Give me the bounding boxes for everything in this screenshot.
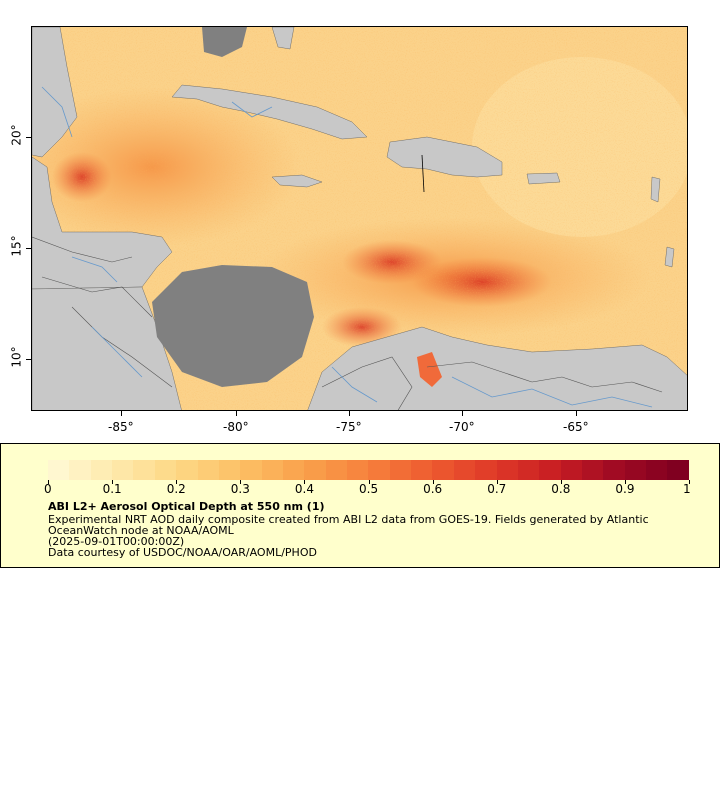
lat-label: 10°: [10, 346, 24, 367]
lat-label: 20°: [10, 124, 24, 145]
colorbar-swatch: [518, 460, 539, 480]
colorbar-tick-label: 1: [683, 482, 691, 496]
colorbar-swatch: [48, 460, 69, 480]
colorbar-swatch: [240, 460, 261, 480]
colorbar-swatch: [283, 460, 304, 480]
colorbar-swatch: [667, 460, 688, 480]
colorbar-swatch: [347, 460, 368, 480]
colorbar-tick-label: 0.1: [103, 482, 122, 496]
colorbar-swatch: [304, 460, 325, 480]
colorbar-tick-label: 0.2: [167, 482, 186, 496]
colorbar-tick-label: 0.4: [295, 482, 314, 496]
colorbar-swatch: [69, 460, 90, 480]
colorbar-swatch: [497, 460, 518, 480]
colorbar-tick-label: 0: [44, 482, 52, 496]
lon-label: -70°: [449, 420, 475, 434]
colorbar-swatch: [155, 460, 176, 480]
colorbar-swatch: [390, 460, 411, 480]
lon-tick: [462, 411, 463, 416]
lat-tick: [26, 248, 31, 249]
colorbar-swatch: [262, 460, 283, 480]
lon-label: -65°: [563, 420, 589, 434]
colorbar-swatch: [625, 460, 646, 480]
colorbar-swatch: [326, 460, 347, 480]
colorbar-tick-label: 0.7: [487, 482, 506, 496]
legend-title: ABI L2+ Aerosol Optical Depth at 550 nm …: [48, 501, 325, 513]
aod-map: [32, 27, 688, 411]
colorbar-tick-label: 0.6: [423, 482, 442, 496]
lon-tick: [236, 411, 237, 416]
lat-tick: [26, 137, 31, 138]
colorbar-swatch: [368, 460, 389, 480]
lon-label: -75°: [336, 420, 362, 434]
colorbar-tick-label: 0.8: [551, 482, 570, 496]
colorbar-swatch: [176, 460, 197, 480]
puerto-rico-landmass: [527, 173, 560, 184]
colorbar-tick-label: 0.9: [615, 482, 634, 496]
lon-tick: [576, 411, 577, 416]
lat-tick: [26, 359, 31, 360]
colorbar-swatch: [133, 460, 154, 480]
lon-label: -80°: [223, 420, 249, 434]
colorbar-tick-label: 0.5: [359, 482, 378, 496]
colorbar-swatch: [219, 460, 240, 480]
lon-tick: [349, 411, 350, 416]
lon-label: -85°: [108, 420, 134, 434]
legend-panel: ABI L2+ Aerosol Optical Depth at 550 nm …: [0, 443, 720, 568]
colorbar-swatch: [561, 460, 582, 480]
colorbar-swatch: [603, 460, 624, 480]
colorbar-swatch: [198, 460, 219, 480]
map-panel: [31, 26, 688, 411]
lat-label: 15°: [10, 235, 24, 256]
colorbar-tick-label: 0.3: [231, 482, 250, 496]
colorbar-swatch: [539, 460, 560, 480]
colorbar-swatch: [112, 460, 133, 480]
colorbar-swatch: [91, 460, 112, 480]
colorbar-swatch: [454, 460, 475, 480]
colorbar-swatch: [582, 460, 603, 480]
colorbar-swatch: [432, 460, 453, 480]
colorbar-swatch: [475, 460, 496, 480]
lon-tick: [121, 411, 122, 416]
colorbar: [48, 460, 689, 480]
colorbar-swatch: [646, 460, 667, 480]
colorbar-swatch: [411, 460, 432, 480]
legend-credit: Data courtesy of USDOC/NOAA/OAR/AOML/PHO…: [48, 547, 317, 559]
